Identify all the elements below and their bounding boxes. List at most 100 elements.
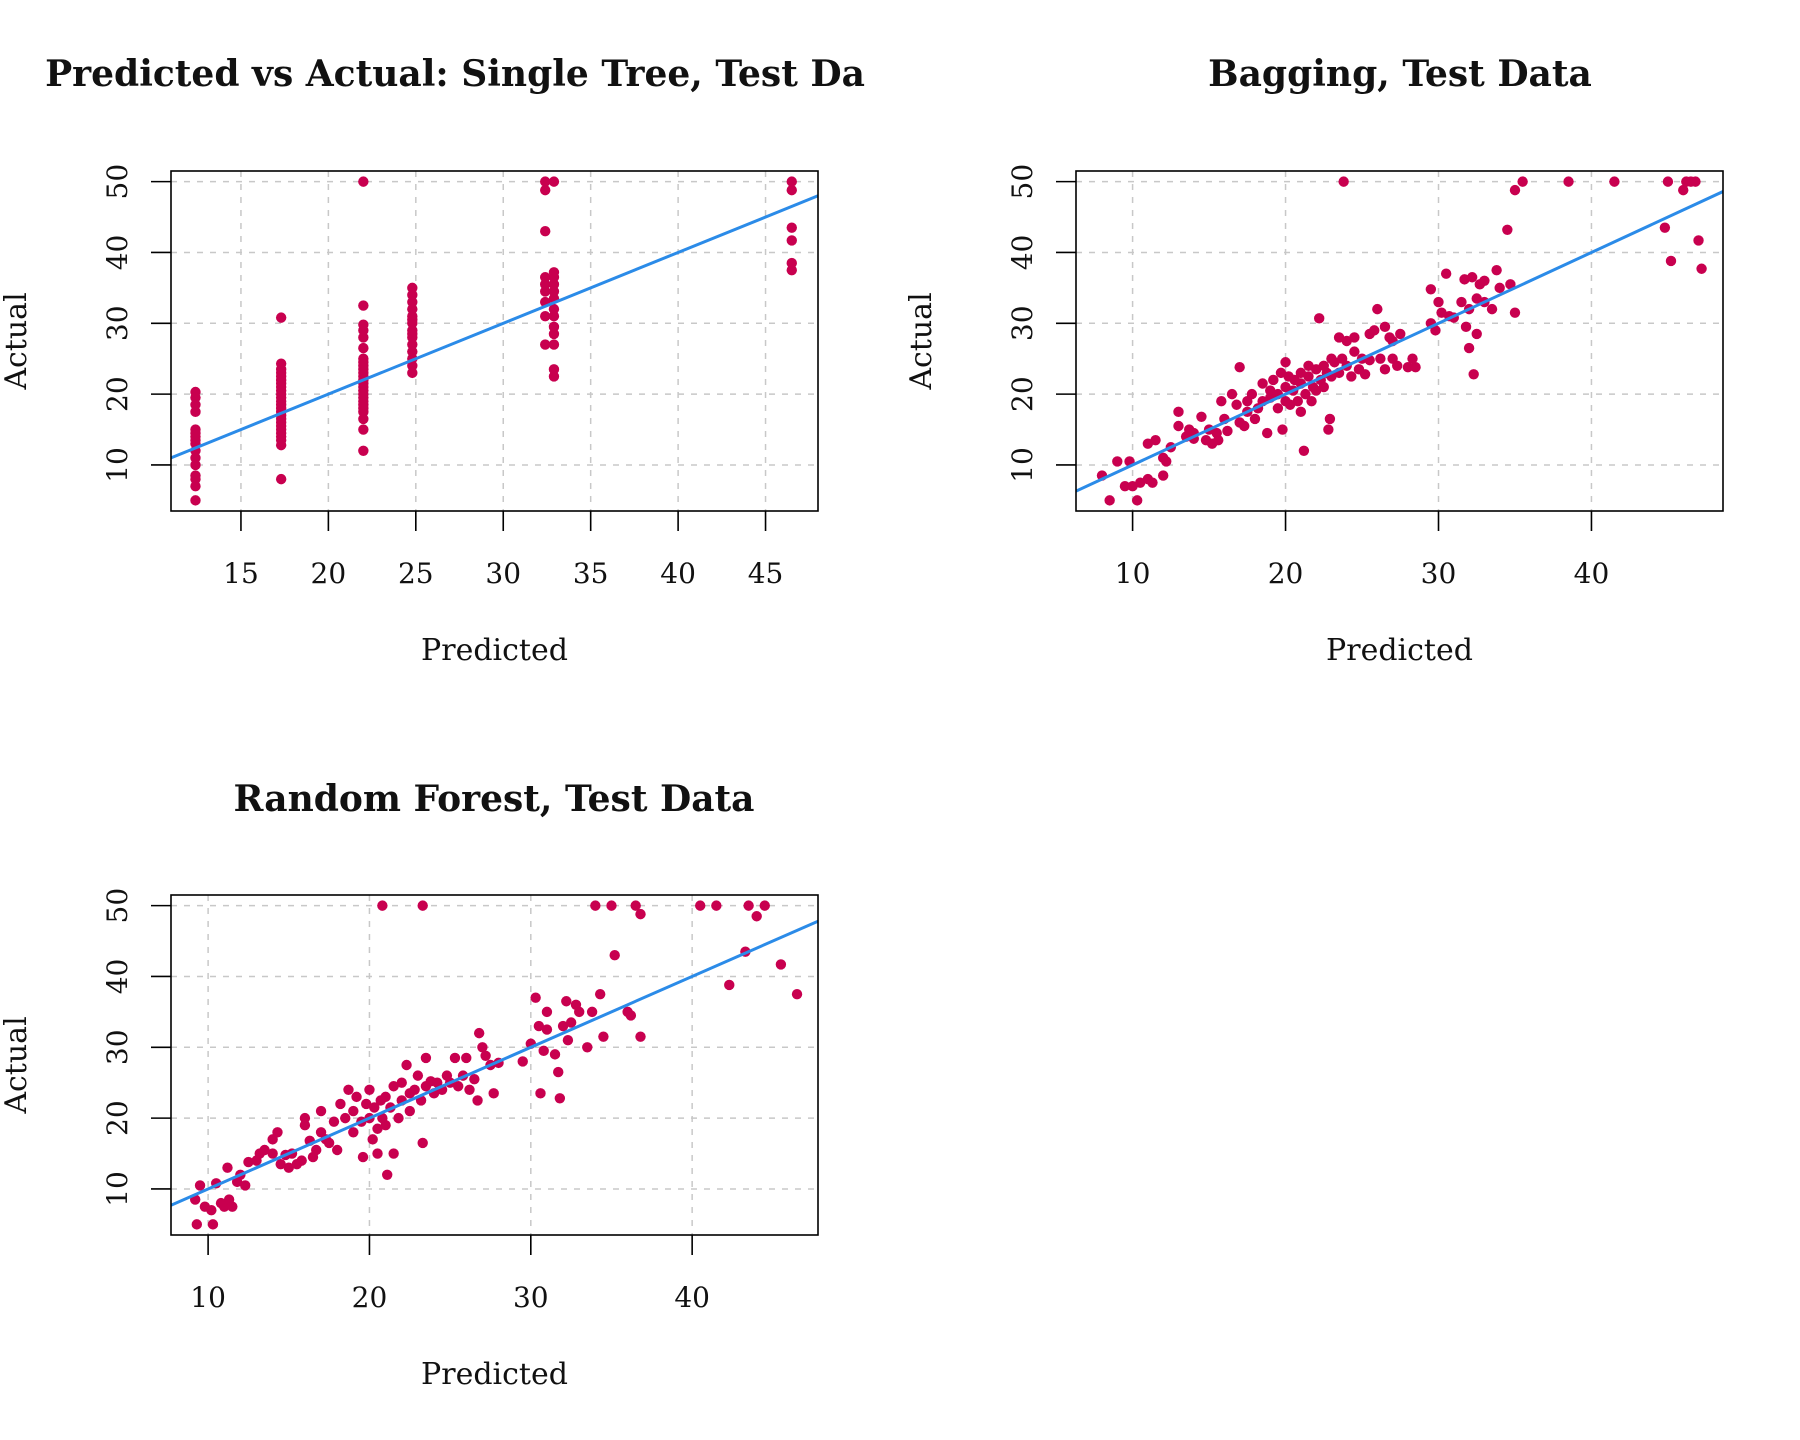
data-point (586, 1006, 598, 1018)
data-point (1662, 176, 1674, 187)
y-tick-label: 20 (101, 1100, 134, 1136)
data-points (190, 900, 803, 1230)
data-point (791, 988, 803, 1000)
data-point (480, 1050, 491, 1061)
data-point (243, 1156, 254, 1168)
x-tick-label: 40 (660, 557, 696, 590)
data-point (535, 1088, 546, 1099)
data-point (786, 176, 797, 187)
plot-frame (170, 894, 819, 1236)
data-point (417, 900, 428, 911)
data-point (540, 272, 551, 283)
data-point (380, 1091, 391, 1103)
data-point (548, 176, 560, 187)
data-point (393, 1112, 404, 1124)
data-point (711, 900, 722, 911)
data-point (1119, 481, 1131, 492)
data-point (1112, 456, 1123, 467)
y-tick-label: 50 (101, 164, 134, 200)
chart-panel-1: 15 20 25 30 35 40 45 10 20 30 40 50 Predicted vs Act… (0, 53, 865, 668)
x-axis-label: Predicted (421, 1357, 568, 1392)
data-point (372, 1148, 383, 1159)
y-axis-label: Actual (904, 292, 939, 390)
data-point (361, 1098, 372, 1110)
data-point (1486, 303, 1498, 315)
data-point (1379, 364, 1391, 375)
data-point (358, 319, 369, 330)
data-point (1261, 427, 1273, 439)
data-point (557, 1020, 569, 1032)
data-point (358, 445, 369, 456)
x-tick-label: 40 (674, 1281, 710, 1314)
data-point (275, 358, 287, 369)
data-point (554, 1093, 566, 1104)
data-point (1410, 362, 1421, 373)
data-point (1407, 353, 1418, 364)
data-point (541, 1024, 553, 1035)
data-point (1349, 332, 1360, 343)
data-point (1402, 362, 1414, 373)
data-point (1460, 321, 1472, 333)
data-point (548, 321, 560, 333)
data-point (1257, 378, 1268, 389)
data-point (1131, 495, 1143, 506)
data-point (1222, 425, 1233, 437)
data-point (1298, 445, 1310, 456)
data-point (449, 1052, 461, 1064)
data-point (401, 1059, 412, 1071)
data-point (1147, 477, 1158, 488)
data-point (1239, 420, 1250, 432)
x-tick-label: 20 (311, 557, 347, 590)
data-point (1609, 176, 1620, 187)
data-point (635, 908, 646, 920)
data-point (540, 184, 551, 196)
data-point (1659, 222, 1671, 233)
data-point (358, 300, 369, 311)
data-point (1196, 411, 1207, 422)
data-point (388, 1081, 399, 1092)
data-point (562, 1035, 574, 1046)
data-point (606, 900, 617, 911)
data-point (477, 1042, 488, 1053)
data-point (358, 353, 369, 364)
data-point (1234, 362, 1245, 373)
data-point (574, 1006, 585, 1018)
data-point (1433, 296, 1444, 308)
y-tick-label: 30 (101, 305, 134, 341)
data-point (1338, 176, 1349, 187)
data-point (1295, 406, 1307, 418)
data-point (1430, 325, 1441, 336)
data-point (191, 1219, 203, 1230)
data-point (1323, 424, 1334, 435)
data-point (786, 184, 797, 196)
data-point (452, 1081, 464, 1092)
data-point (1272, 403, 1284, 414)
data-point (786, 235, 797, 246)
data-point (1494, 282, 1505, 294)
data-point (1440, 268, 1452, 279)
data-point (1349, 346, 1360, 357)
data-point (382, 1169, 393, 1180)
data-point (1173, 406, 1184, 418)
data-point (283, 1162, 294, 1173)
data-point (464, 1084, 475, 1095)
data-point (340, 1112, 351, 1124)
data-point (540, 176, 551, 187)
data-point (538, 1045, 549, 1057)
data-point (548, 364, 560, 375)
data-point (343, 1084, 354, 1095)
data-point (1502, 224, 1513, 235)
data-point (190, 424, 201, 435)
x-tick-label: 45 (748, 557, 784, 590)
data-point (635, 1031, 646, 1042)
y-tick-label: 30 (101, 1029, 134, 1065)
data-point (594, 988, 606, 1000)
data-point (1216, 396, 1227, 407)
data-point (358, 424, 369, 435)
data-point (549, 1049, 561, 1060)
x-tick-label: 30 (1421, 557, 1457, 590)
data-point (331, 1144, 343, 1156)
data-point (296, 1155, 307, 1166)
